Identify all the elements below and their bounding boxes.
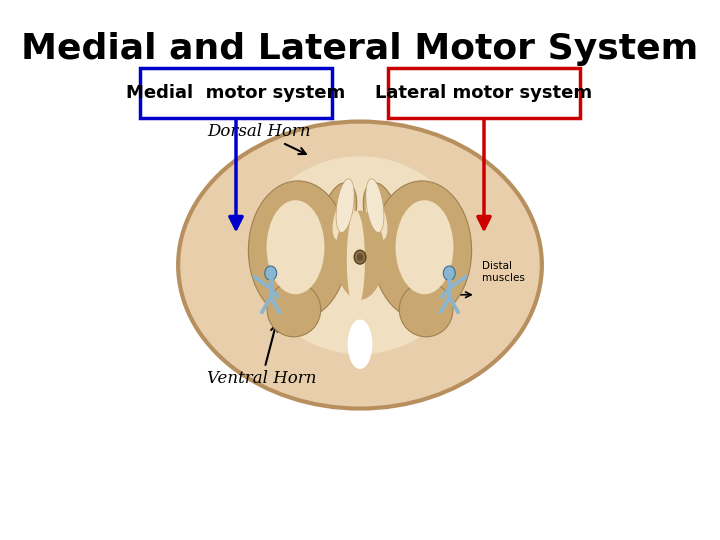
Ellipse shape xyxy=(395,200,454,294)
Circle shape xyxy=(444,266,455,280)
Ellipse shape xyxy=(372,181,472,320)
Text: Lateral motor system: Lateral motor system xyxy=(375,84,593,102)
Text: Proximal
muscles: Proximal muscles xyxy=(344,261,389,283)
Circle shape xyxy=(354,250,366,264)
Ellipse shape xyxy=(366,179,384,233)
Ellipse shape xyxy=(348,320,372,369)
Wedge shape xyxy=(336,171,384,231)
Circle shape xyxy=(356,253,364,261)
Text: Ventral Horn: Ventral Horn xyxy=(207,325,317,387)
Ellipse shape xyxy=(322,183,356,245)
Ellipse shape xyxy=(336,211,384,300)
Text: Medial and Lateral Motor System: Medial and Lateral Motor System xyxy=(22,32,698,66)
Ellipse shape xyxy=(336,179,354,233)
Text: Dorsal Horn: Dorsal Horn xyxy=(207,123,311,154)
Ellipse shape xyxy=(267,282,320,337)
Ellipse shape xyxy=(347,211,365,309)
Ellipse shape xyxy=(266,200,325,294)
Ellipse shape xyxy=(364,183,398,245)
FancyBboxPatch shape xyxy=(388,68,580,118)
FancyBboxPatch shape xyxy=(140,68,332,118)
Text: Medial  motor system: Medial motor system xyxy=(127,84,346,102)
Circle shape xyxy=(265,266,276,280)
Ellipse shape xyxy=(400,282,453,337)
Text: Distal
muscles: Distal muscles xyxy=(482,261,525,283)
Ellipse shape xyxy=(366,195,387,240)
Ellipse shape xyxy=(333,195,354,240)
Ellipse shape xyxy=(253,156,467,354)
Ellipse shape xyxy=(178,122,542,409)
Ellipse shape xyxy=(248,181,348,320)
